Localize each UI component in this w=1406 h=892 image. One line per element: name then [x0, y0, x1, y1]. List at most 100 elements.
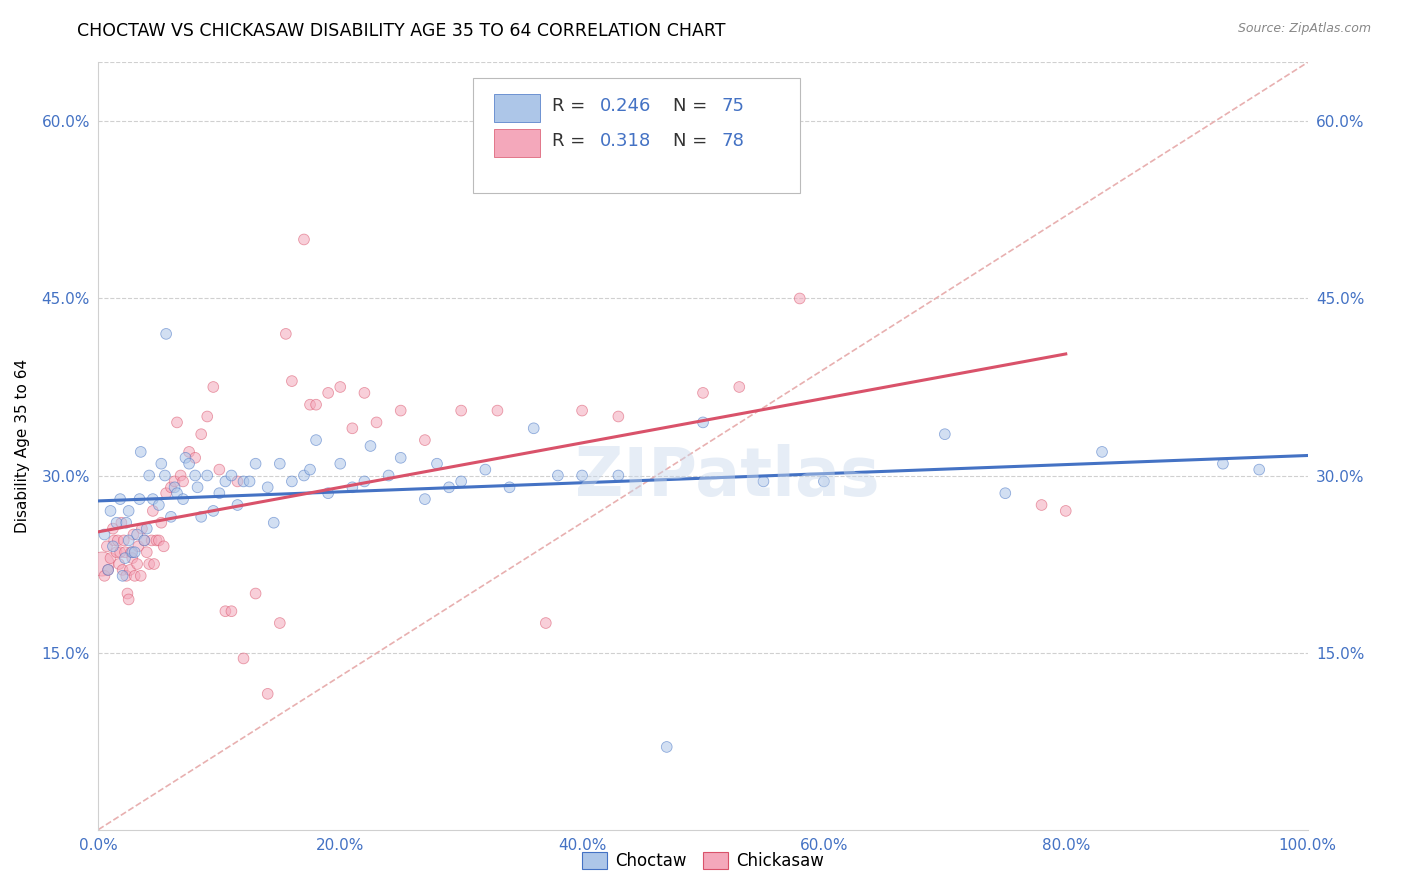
Point	[179, 445, 201, 459]
Point	[91, 557, 114, 571]
Point	[128, 492, 150, 507]
Point	[360, 439, 382, 453]
FancyBboxPatch shape	[494, 129, 540, 157]
Point	[692, 416, 714, 430]
Point	[366, 416, 388, 430]
Point	[498, 480, 520, 494]
Point	[163, 480, 186, 494]
Point	[142, 504, 165, 518]
Point	[195, 468, 218, 483]
Point	[245, 586, 267, 600]
Point	[426, 457, 449, 471]
Point	[118, 592, 141, 607]
Point	[269, 457, 291, 471]
Point	[115, 569, 138, 583]
Point	[152, 539, 174, 553]
Point	[1212, 457, 1234, 471]
Text: 78: 78	[721, 132, 744, 151]
Point	[112, 533, 135, 548]
Text: N =: N =	[672, 132, 713, 151]
Point	[1054, 504, 1077, 518]
Point	[93, 527, 115, 541]
Point	[124, 545, 146, 559]
Point	[269, 615, 291, 630]
Point	[728, 380, 751, 394]
Point	[163, 475, 186, 489]
Point	[114, 545, 136, 559]
Point	[148, 533, 170, 548]
Point	[115, 516, 138, 530]
Point	[571, 468, 593, 483]
Point	[110, 516, 132, 530]
Point	[111, 569, 134, 583]
Point	[169, 468, 191, 483]
Point	[124, 569, 146, 583]
Point	[120, 545, 142, 559]
Point	[114, 551, 136, 566]
Point	[195, 409, 218, 424]
Point	[184, 468, 207, 483]
Point	[245, 457, 267, 471]
Point	[172, 475, 194, 489]
Point	[96, 539, 118, 553]
Point	[299, 462, 322, 476]
Point	[474, 462, 496, 476]
Point	[121, 545, 143, 559]
Text: 0.246: 0.246	[600, 97, 651, 115]
Point	[413, 492, 436, 507]
Point	[145, 533, 167, 548]
Point	[1249, 462, 1271, 476]
Point	[547, 468, 569, 483]
Point	[305, 398, 328, 412]
Text: 75: 75	[721, 97, 744, 115]
Text: R =: R =	[551, 132, 591, 151]
Point	[329, 380, 352, 394]
Point	[263, 516, 285, 530]
Point	[118, 563, 141, 577]
Text: R =: R =	[551, 97, 591, 115]
Point	[329, 457, 352, 471]
Point	[437, 480, 460, 494]
Point	[155, 486, 177, 500]
Point	[450, 403, 472, 417]
Point	[214, 604, 236, 618]
Point	[934, 427, 956, 442]
Point	[141, 533, 163, 548]
Point	[486, 403, 509, 417]
Point	[752, 475, 775, 489]
Point	[166, 486, 188, 500]
Text: N =: N =	[672, 97, 713, 115]
Point	[208, 462, 231, 476]
Point	[299, 398, 322, 412]
Point	[389, 450, 412, 465]
Point	[143, 557, 166, 571]
Point	[202, 380, 225, 394]
Point	[190, 427, 212, 442]
Point	[129, 569, 152, 583]
Point	[103, 533, 125, 548]
Point	[789, 292, 811, 306]
Text: 0.318: 0.318	[600, 132, 651, 151]
Point	[160, 480, 183, 494]
Point	[129, 445, 152, 459]
Point	[105, 545, 128, 559]
Point	[184, 450, 207, 465]
Point	[148, 498, 170, 512]
Point	[450, 475, 472, 489]
Point	[523, 421, 546, 435]
Point	[256, 687, 278, 701]
Text: Source: ZipAtlas.com: Source: ZipAtlas.com	[1237, 22, 1371, 36]
Point	[232, 475, 254, 489]
Point	[281, 374, 304, 388]
Point	[174, 450, 197, 465]
Point	[101, 539, 124, 553]
Point	[121, 551, 143, 566]
Point	[134, 533, 156, 548]
Point	[153, 468, 176, 483]
Point	[389, 403, 412, 417]
Point	[305, 433, 328, 447]
Point	[97, 563, 120, 577]
Point	[118, 504, 141, 518]
Point	[239, 475, 262, 489]
Text: CHOCTAW VS CHICKASAW DISABILITY AGE 35 TO 64 CORRELATION CHART: CHOCTAW VS CHICKASAW DISABILITY AGE 35 T…	[77, 22, 725, 40]
